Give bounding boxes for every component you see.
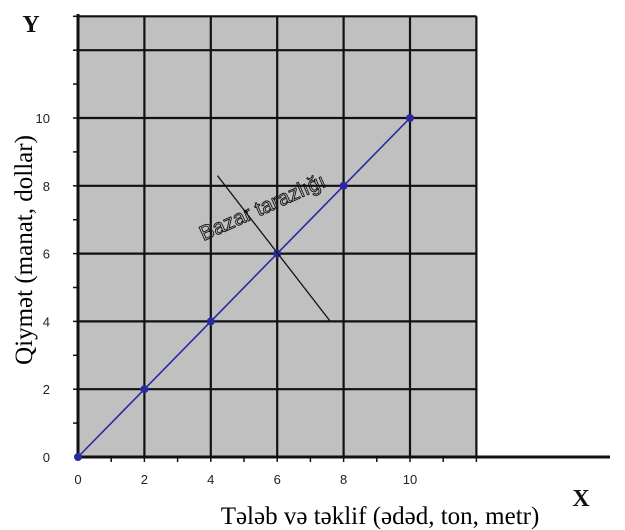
x-tick-label: 10 xyxy=(403,472,417,487)
x-tick-label: 0 xyxy=(74,472,81,487)
x-tick-label: 8 xyxy=(340,472,347,487)
y-tick-label: 6 xyxy=(43,247,50,262)
x-tick-label: 2 xyxy=(141,472,148,487)
data-point xyxy=(140,385,149,394)
equilibrium-marker-line xyxy=(216,175,331,322)
y-axis-title: Qiymət (manat, dollar) xyxy=(11,135,38,365)
y-tick-label: 10 xyxy=(36,111,50,126)
data-point xyxy=(206,317,215,326)
x-tick-label: 6 xyxy=(274,472,281,487)
x-axis-letter: X xyxy=(572,486,590,512)
y-axis-letter: Y xyxy=(22,12,39,38)
series-group xyxy=(74,114,414,461)
tick-marks xyxy=(73,15,478,462)
x-tick-label: 4 xyxy=(207,472,214,487)
y-tick-label: 4 xyxy=(43,314,50,329)
y-tick-label: 2 xyxy=(43,382,50,397)
y-tick-label: 0 xyxy=(43,450,50,465)
x-axis-title: Tələb və təklif (ədəd, ton, metr) xyxy=(221,503,540,530)
data-point xyxy=(406,114,414,122)
data-point xyxy=(339,181,348,190)
tick-labels: 0 2 4 6 8 10 0 2 4 6 8 10 xyxy=(36,111,418,487)
y-tick-label: 8 xyxy=(43,179,50,194)
data-point xyxy=(74,453,82,461)
series-line xyxy=(77,117,411,458)
